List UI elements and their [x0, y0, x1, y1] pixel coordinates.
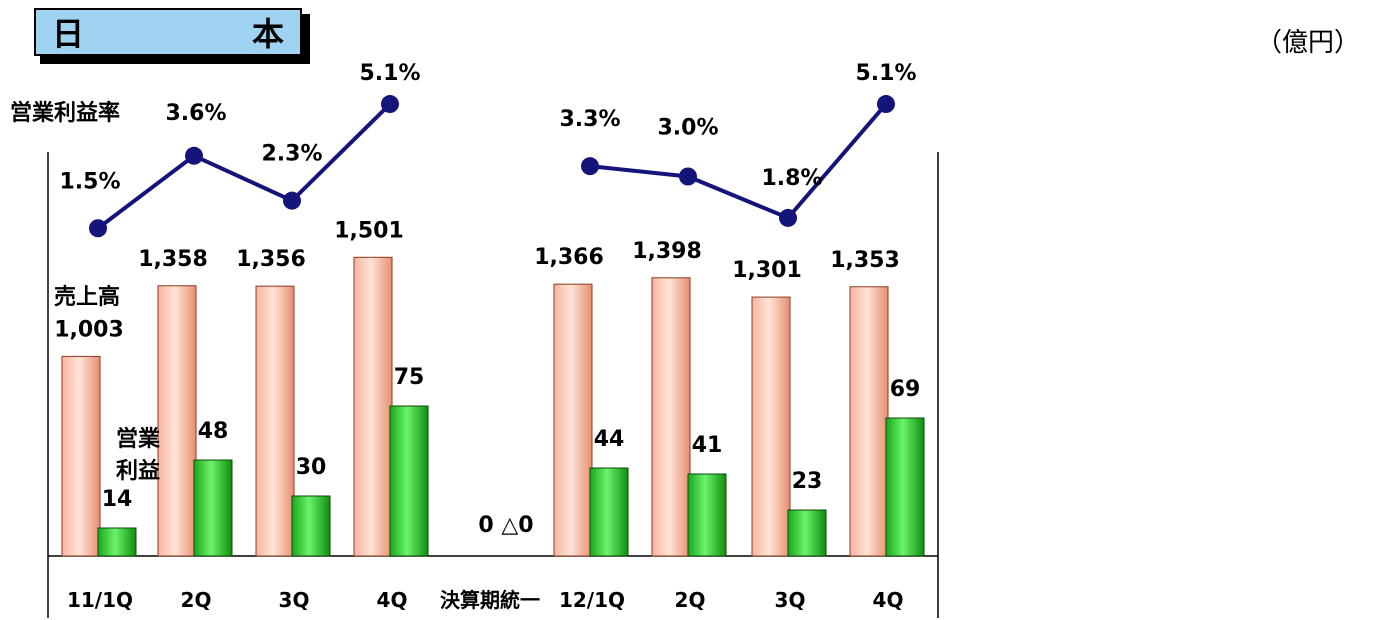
sales-bar [157, 285, 197, 557]
op-series-label-line2: 利益 [116, 458, 160, 484]
category-label: 4Q [377, 588, 408, 612]
op-value-label: 41 [692, 433, 723, 458]
region-title-box: 日 本 [34, 8, 310, 64]
region-title-char-1: 日 [52, 15, 85, 53]
margin-point [381, 95, 399, 114]
margin-line-segment [96, 102, 392, 230]
region-title-char-2: 本 [251, 15, 284, 53]
margin-value-label: 3.3% [559, 107, 620, 132]
category-label: 2Q [675, 588, 706, 612]
region-title: 日 本 [34, 8, 302, 56]
sales-bar [651, 277, 691, 557]
sales-value-label: 1,301 [732, 258, 802, 283]
margin-value-label: 5.1% [359, 61, 420, 86]
op-value-label: 75 [394, 365, 425, 390]
margin-value-label: 5.1% [855, 61, 916, 86]
operating-profit-bar [291, 495, 331, 557]
margin-value-label: 1.8% [761, 166, 822, 191]
bars [61, 256, 925, 557]
margin-point [581, 157, 599, 176]
category-label: 12/1Q [559, 588, 625, 612]
op-value-label: 44 [594, 427, 625, 452]
category-label: 11/1Q [67, 588, 133, 612]
margin-point [877, 95, 895, 114]
sales-value-label: 1,358 [138, 247, 208, 272]
margin-point [779, 208, 797, 227]
sales-value-label: 1,398 [632, 239, 702, 264]
sales-value-label: 1,366 [534, 245, 604, 270]
gap-period-values: 0 △0 [478, 513, 533, 538]
margin-line-segment [589, 102, 888, 221]
sales-value-label: 1,003 [54, 317, 124, 342]
category-label: 3Q [279, 588, 310, 612]
margin-series-label: 営業利益率 [10, 100, 120, 126]
op-value-label: 69 [890, 377, 921, 402]
chart-labels: 11/1Q 2Q 3Q 4Q 決算期統一 12/1Q 2Q 3Q 4Q 1,003 1,358 1,3… [10, 61, 920, 612]
operating-profit-bar [589, 467, 629, 557]
unit-label: （億円） [1255, 28, 1360, 58]
category-label: 4Q [873, 588, 904, 612]
margin-line [89, 95, 895, 238]
sales-bar [553, 283, 593, 557]
sales-value-label: 1,356 [236, 247, 306, 272]
op-value-label: 23 [792, 469, 823, 494]
sales-value-label: 1,353 [830, 248, 900, 273]
margin-point [185, 146, 203, 165]
margin-point [679, 167, 697, 186]
op-series-label-line1: 営業 [116, 426, 161, 452]
sales-series-label: 売上高 [54, 284, 120, 310]
operating-profit-bar [97, 527, 137, 557]
op-value-label: 48 [198, 419, 229, 444]
operating-profit-bar [787, 509, 827, 557]
op-value-label: 14 [102, 487, 133, 512]
sales-bar [849, 286, 889, 557]
sales-value-label: 1,501 [334, 218, 404, 243]
margin-point [283, 191, 301, 210]
operating-profit-bar [389, 405, 429, 557]
category-label: 3Q [775, 588, 806, 612]
operating-profit-bar [885, 417, 925, 557]
operating-profit-bar [687, 473, 727, 557]
margin-value-label: 3.6% [165, 101, 226, 126]
sales-bar [353, 256, 393, 557]
margin-value-label: 2.3% [261, 142, 322, 167]
sales-bar [61, 355, 101, 557]
margin-point [89, 219, 107, 238]
sales-bar [751, 296, 791, 557]
margin-value-label: 3.0% [657, 116, 718, 141]
operating-profit-bar [193, 459, 233, 557]
category-label: 決算期統一 [440, 588, 540, 612]
op-value-label: 30 [296, 455, 327, 480]
category-label: 2Q [181, 588, 212, 612]
sales-bar [255, 285, 295, 557]
margin-value-label: 1.5% [59, 169, 120, 194]
